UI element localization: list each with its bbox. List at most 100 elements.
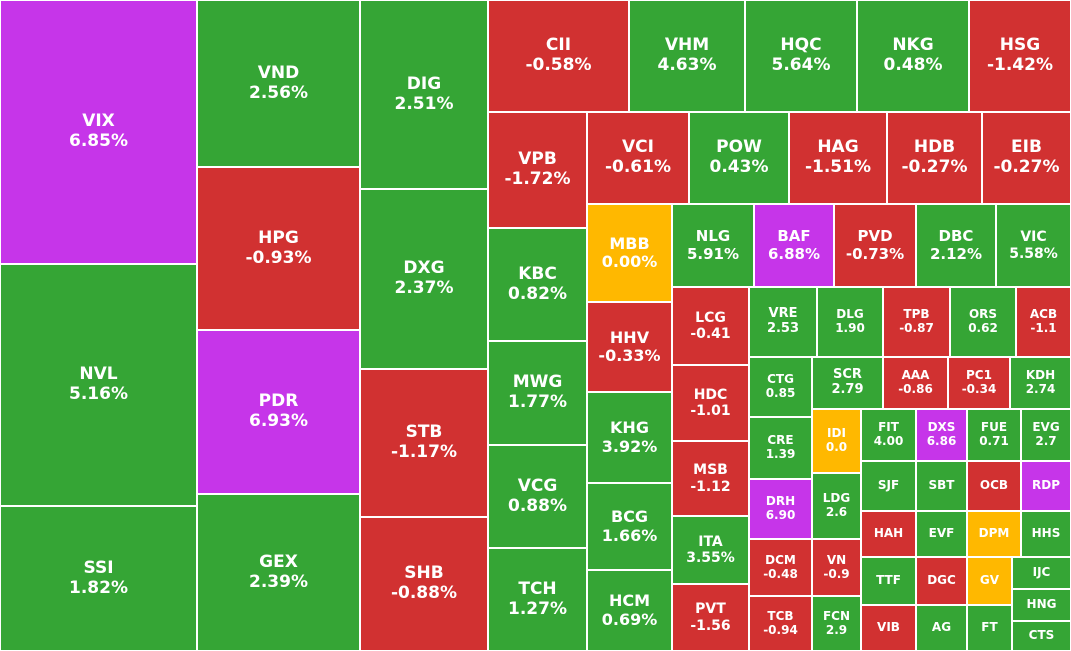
tile-vn[interactable]: VN -0.9 <box>812 539 861 596</box>
tile-ors[interactable]: ORS 0.62 <box>950 287 1016 357</box>
tile-ticker: VND <box>257 62 300 83</box>
tile-vre[interactable]: VRE 2.53 <box>749 287 817 357</box>
tile-ctg[interactable]: CTG 0.85 <box>749 357 812 417</box>
tile-dig[interactable]: DIG 2.51% <box>360 0 488 189</box>
tile-evf[interactable]: EVF <box>916 511 967 557</box>
tile-shb[interactable]: SHB -0.88% <box>360 517 488 651</box>
tile-gv[interactable]: GV <box>967 557 1012 605</box>
tile-hdc[interactable]: HDC -1.01 <box>672 365 749 441</box>
tile-drh[interactable]: DRH 6.90 <box>749 479 812 539</box>
tile-kdh[interactable]: KDH 2.74 <box>1010 357 1071 409</box>
tile-vnd[interactable]: VND 2.56% <box>197 0 360 167</box>
tile-hcm[interactable]: HCM 0.69% <box>587 570 672 651</box>
tile-hag[interactable]: HAG -1.51% <box>789 112 887 204</box>
tile-sbt[interactable]: SBT <box>916 461 967 511</box>
tile-ticker: SHB <box>404 563 444 584</box>
tile-kbc[interactable]: KBC 0.82% <box>488 228 587 341</box>
tile-vpb[interactable]: VPB -1.72% <box>488 112 587 228</box>
tile-dbc[interactable]: DBC 2.12% <box>916 204 996 287</box>
tile-hhs[interactable]: HHS <box>1021 511 1071 557</box>
tile-aaa[interactable]: AAA -0.86 <box>883 357 948 409</box>
tile-dlg[interactable]: DLG 1.90 <box>817 287 883 357</box>
tile-hah[interactable]: HAH <box>861 511 916 557</box>
tile-change: 3.55% <box>686 550 735 566</box>
tile-vcg[interactable]: VCG 0.88% <box>488 445 587 548</box>
tile-vix[interactable]: VIX 6.85% <box>0 0 197 264</box>
tile-ticker: DXS <box>927 420 956 435</box>
tile-ag[interactable]: AG <box>916 605 967 651</box>
tile-ticker: STB <box>405 422 443 443</box>
tile-baf[interactable]: BAF 6.88% <box>754 204 834 287</box>
tile-hng[interactable]: HNG <box>1012 589 1071 621</box>
tile-cts[interactable]: CTS <box>1012 621 1071 651</box>
tile-change: 6.90 <box>765 508 796 522</box>
tile-change: 1.39 <box>765 447 796 461</box>
tile-msb[interactable]: MSB -1.12 <box>672 441 749 516</box>
tile-rdp[interactable]: RDP <box>1021 461 1071 511</box>
tile-hqc[interactable]: HQC 5.64% <box>745 0 857 112</box>
tile-ticker: SBT <box>928 478 955 493</box>
tile-dxs[interactable]: DXS 6.86 <box>916 409 967 461</box>
tile-change: 3.92% <box>601 436 658 456</box>
tile-dcm[interactable]: DCM -0.48 <box>749 539 812 596</box>
tile-pow[interactable]: POW 0.43% <box>689 112 789 204</box>
tile-tcb[interactable]: TCB -0.94 <box>749 596 812 651</box>
tile-stb[interactable]: STB -1.17% <box>360 369 488 517</box>
tile-hsg[interactable]: HSG -1.42% <box>969 0 1071 112</box>
tile-gex[interactable]: GEX 2.39% <box>197 494 360 651</box>
tile-pdr[interactable]: PDR 6.93% <box>197 330 360 494</box>
tile-ticker: EVF <box>928 526 955 541</box>
tile-ldg[interactable]: LDG 2.6 <box>812 473 861 539</box>
tile-ft[interactable]: FT <box>967 605 1012 651</box>
tile-bcg[interactable]: BCG 1.66% <box>587 483 672 570</box>
tile-scr[interactable]: SCR 2.79 <box>812 357 883 409</box>
tile-khg[interactable]: KHG 3.92% <box>587 392 672 483</box>
tile-ssi[interactable]: SSI 1.82% <box>0 506 197 651</box>
tile-ijc[interactable]: IJC <box>1012 557 1071 589</box>
tile-idi[interactable]: IDI 0.0 <box>812 409 861 473</box>
tile-pvt[interactable]: PVT -1.56 <box>672 584 749 651</box>
tile-ttf[interactable]: TTF <box>861 557 916 605</box>
tile-evg[interactable]: EVG 2.7 <box>1021 409 1071 461</box>
tile-mwg[interactable]: MWG 1.77% <box>488 341 587 445</box>
tile-fue[interactable]: FUE 0.71 <box>967 409 1021 461</box>
tile-fit[interactable]: FIT 4.00 <box>861 409 916 461</box>
tile-vib[interactable]: VIB <box>861 605 916 651</box>
tile-change: -0.33% <box>598 346 661 365</box>
tile-fcn[interactable]: FCN 2.9 <box>812 596 861 651</box>
tile-pc1[interactable]: PC1 -0.34 <box>948 357 1010 409</box>
tile-ticker: NLG <box>695 227 731 246</box>
tile-tch[interactable]: TCH 1.27% <box>488 548 587 651</box>
tile-cii[interactable]: CII -0.58% <box>488 0 629 112</box>
tile-vic[interactable]: VIC 5.58% <box>996 204 1071 287</box>
tile-mbb[interactable]: MBB 0.00% <box>587 204 672 302</box>
tile-vci[interactable]: VCI -0.61% <box>587 112 689 204</box>
tile-ita[interactable]: ITA 3.55% <box>672 516 749 584</box>
tile-change: 2.37% <box>394 278 454 298</box>
tile-hhv[interactable]: HHV -0.33% <box>587 302 672 392</box>
tile-hpg[interactable]: HPG -0.93% <box>197 167 360 330</box>
tile-change: 2.12% <box>929 244 983 263</box>
tile-nkg[interactable]: NKG 0.48% <box>857 0 969 112</box>
tile-nvl[interactable]: NVL 5.16% <box>0 264 197 506</box>
tile-change: 6.88% <box>767 244 821 263</box>
tile-tpb[interactable]: TPB -0.87 <box>883 287 950 357</box>
tile-change: 0.88% <box>508 495 567 516</box>
tile-eib[interactable]: EIB -0.27% <box>982 112 1071 204</box>
tile-ticker: PC1 <box>966 368 992 383</box>
tile-hdb[interactable]: HDB -0.27% <box>887 112 982 204</box>
tile-cre[interactable]: CRE 1.39 <box>749 417 812 479</box>
tile-dxg[interactable]: DXG 2.37% <box>360 189 488 369</box>
tile-dgc[interactable]: DGC <box>916 557 967 605</box>
tile-ocb[interactable]: OCB <box>967 461 1021 511</box>
tile-dpm[interactable]: DPM <box>967 511 1021 557</box>
tile-vhm[interactable]: VHM 4.63% <box>629 0 745 112</box>
tile-change: -0.88% <box>390 583 458 603</box>
tile-pvd[interactable]: PVD -0.73% <box>834 204 916 287</box>
tile-nlg[interactable]: NLG 5.91% <box>672 204 754 287</box>
tile-ticker: NVL <box>79 364 118 385</box>
tile-lcg[interactable]: LCG -0.41 <box>672 287 749 365</box>
tile-sjf[interactable]: SJF <box>861 461 916 511</box>
tile-acb[interactable]: ACB -1.1 <box>1016 287 1071 357</box>
